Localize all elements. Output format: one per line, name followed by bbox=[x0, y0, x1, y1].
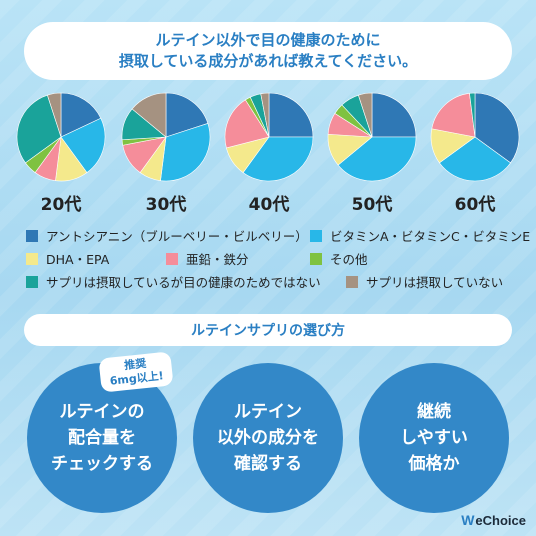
legend-swatch bbox=[346, 275, 358, 288]
pie-50s: 50代 bbox=[322, 92, 422, 215]
subtitle-banner: ルテインサプリの選び方 bbox=[24, 314, 512, 346]
legend-swatch bbox=[26, 275, 38, 288]
pie-label-50s: 50代 bbox=[351, 195, 393, 215]
legend-swatch bbox=[26, 252, 38, 265]
pie-label-20s: 20代 bbox=[40, 195, 82, 215]
tip-2-line-2: 以外の成分を bbox=[217, 428, 319, 448]
pie-slice-vitamin bbox=[438, 136, 512, 182]
pie-slice-anthocyanin bbox=[474, 92, 520, 164]
legend-label: サプリは摂取していない bbox=[366, 275, 504, 290]
pie-20s: 20代 bbox=[11, 92, 111, 215]
pie-slice-anthocyanin bbox=[165, 92, 209, 138]
legend-item-vitamin: ビタミンA・ビタミンC・ビタミンE bbox=[310, 226, 530, 245]
legend-item-supp-not-eye: サプリは摂取しているが目の健康のためではない bbox=[26, 272, 321, 291]
legend-label: DHA・EPA bbox=[46, 252, 110, 267]
pie-slice-anthocyanin bbox=[60, 92, 102, 138]
pie-slice-supp-not-eye bbox=[469, 92, 476, 138]
wechoice-logo: W eChoice bbox=[461, 512, 526, 528]
tip-3-line-3: 価格か bbox=[408, 454, 460, 474]
pie-slice-vitamin bbox=[337, 136, 417, 182]
legend-item-zinc: 亜鉛・鉄分 bbox=[166, 249, 249, 268]
legend-item-dha: DHA・EPA bbox=[26, 249, 109, 268]
question-line-1: ルテイン以外で目の健康のために bbox=[155, 31, 381, 49]
legend-item-other: その他 bbox=[310, 249, 368, 268]
pie-slice-no-supp bbox=[47, 92, 62, 138]
legend-swatch bbox=[310, 252, 322, 265]
tip-1-line-3: チェックする bbox=[51, 454, 153, 474]
tip-3-line-2: しやすい bbox=[400, 428, 468, 448]
legend-label: 亜鉛・鉄分 bbox=[186, 252, 249, 267]
legend-item-no-supp: サプリは摂取していない bbox=[346, 272, 503, 291]
pie-slice-anthocyanin bbox=[268, 92, 314, 138]
logo-text: eChoice bbox=[475, 512, 526, 528]
tip-2-line-3: 確認する bbox=[234, 454, 302, 474]
subtitle-text: ルテインサプリの選び方 bbox=[191, 323, 345, 339]
question-line-2: 摂取している成分があれば教えてください。 bbox=[118, 52, 418, 70]
pie-label-60s: 60代 bbox=[454, 195, 496, 215]
pie-slice-zinc bbox=[431, 93, 476, 138]
legend-swatch bbox=[166, 252, 178, 265]
pie-slice-vitamin bbox=[60, 117, 106, 174]
pie-chart-50s bbox=[327, 92, 417, 182]
legend-swatch bbox=[26, 229, 38, 242]
tip-1-line-2: 配合量を bbox=[68, 428, 136, 448]
legend-label: ビタミンA・ビタミンC・ビタミンE bbox=[330, 229, 531, 244]
tip-circle-1: ルテインの 配合量を チェックする bbox=[27, 363, 177, 513]
pie-chart-30s bbox=[121, 92, 211, 182]
tip-3-line-1: 継続 bbox=[417, 402, 451, 422]
pie-40s: 40代 bbox=[219, 92, 319, 215]
pie-slice-no-supp bbox=[358, 92, 373, 138]
recommend-badge: 推奨 6mg以上! bbox=[98, 351, 174, 393]
pie-30s: 30代 bbox=[116, 92, 216, 215]
question-banner: ルテイン以外で目の健康のために 摂取している成分があれば教えてください。 bbox=[24, 22, 512, 80]
legend-label: その他 bbox=[330, 252, 368, 267]
legend-item-anthocyanin: アントシアニン（ブルーベリー・ビルベリー） bbox=[26, 226, 308, 245]
pie-slice-no-supp bbox=[260, 92, 270, 138]
legend-label: サプリは摂取しているが目の健康のためではない bbox=[46, 275, 321, 290]
legend-label: アントシアニン（ブルーベリー・ビルベリー） bbox=[46, 229, 308, 244]
tip-1-line-1: ルテインの bbox=[59, 402, 145, 422]
legend-swatch bbox=[310, 229, 322, 242]
pie-slice-anthocyanin bbox=[371, 92, 417, 138]
pie-slice-no-supp bbox=[131, 92, 167, 138]
logo-mark: W bbox=[461, 512, 475, 528]
pie-slice-vitamin bbox=[242, 136, 314, 182]
pie-60s: 60代 bbox=[425, 92, 525, 215]
pie-chart-20s bbox=[16, 92, 106, 182]
pie-slice-vitamin bbox=[160, 123, 211, 182]
pie-chart-60s bbox=[430, 92, 520, 182]
pie-chart-40s bbox=[224, 92, 314, 182]
pie-charts: 20代 30代 40代 50代 60代 bbox=[0, 92, 536, 222]
pie-label-40s: 40代 bbox=[248, 195, 290, 215]
tip-2-line-1: ルテイン bbox=[234, 402, 302, 422]
tip-circle-3: 継続 しやすい 価格か bbox=[359, 363, 509, 513]
pie-slice-zinc bbox=[224, 99, 270, 149]
pie-slice-supp-not-eye bbox=[16, 94, 62, 164]
tip-circle-2: ルテイン 以外の成分を 確認する bbox=[193, 363, 343, 513]
pie-label-30s: 30代 bbox=[145, 195, 187, 215]
